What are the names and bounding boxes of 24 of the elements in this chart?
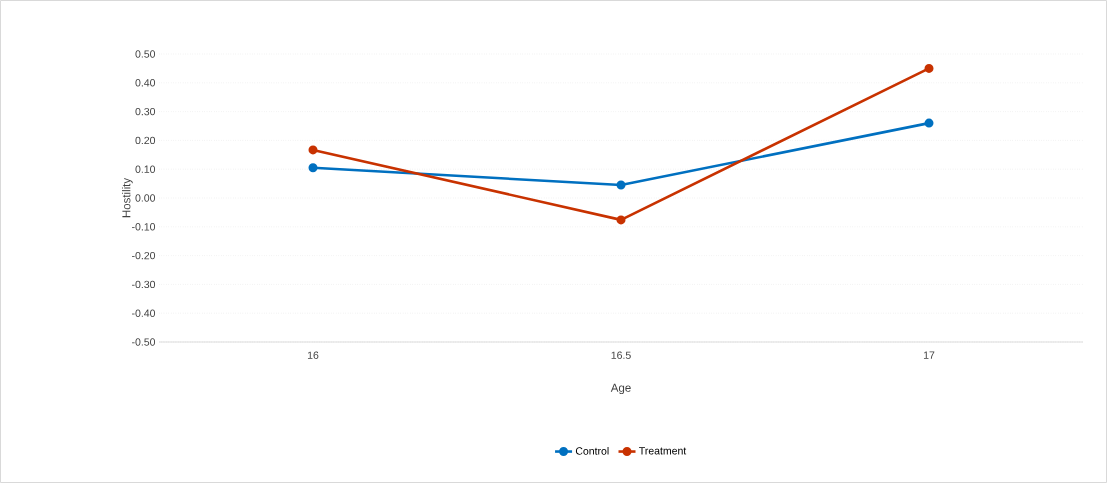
point — [924, 63, 934, 73]
x-tick-label: 17 — [923, 351, 935, 359]
point — [308, 163, 318, 173]
legend-label: Treatment — [639, 447, 687, 455]
y-axis-title: Hostility — [121, 177, 133, 218]
point — [924, 118, 934, 128]
y-tick-label: 0.20 — [135, 136, 156, 145]
point — [616, 180, 626, 190]
y-tick-label: -0.40 — [132, 309, 156, 317]
y-tick-label: 0.40 — [135, 79, 156, 87]
y-tick-label: 0.10 — [135, 165, 156, 173]
x-tick-label: 16 — [307, 351, 319, 359]
y-tick-label: -0.50 — [132, 338, 156, 346]
y-tick-label: 0.30 — [135, 107, 156, 116]
point — [616, 215, 626, 225]
point — [308, 145, 318, 155]
x-axis-title: Age — [610, 383, 631, 395]
x-tick-label: 16.5 — [611, 351, 631, 359]
y-tick-label: -0.30 — [132, 280, 156, 289]
y-tick-label: 0.50 — [135, 50, 156, 58]
legend-label: Control — [575, 446, 609, 455]
y-tick-label: 0.00 — [135, 194, 156, 202]
y-tick-label: -0.10 — [132, 223, 156, 231]
y-tick-label: -0.20 — [132, 251, 156, 260]
